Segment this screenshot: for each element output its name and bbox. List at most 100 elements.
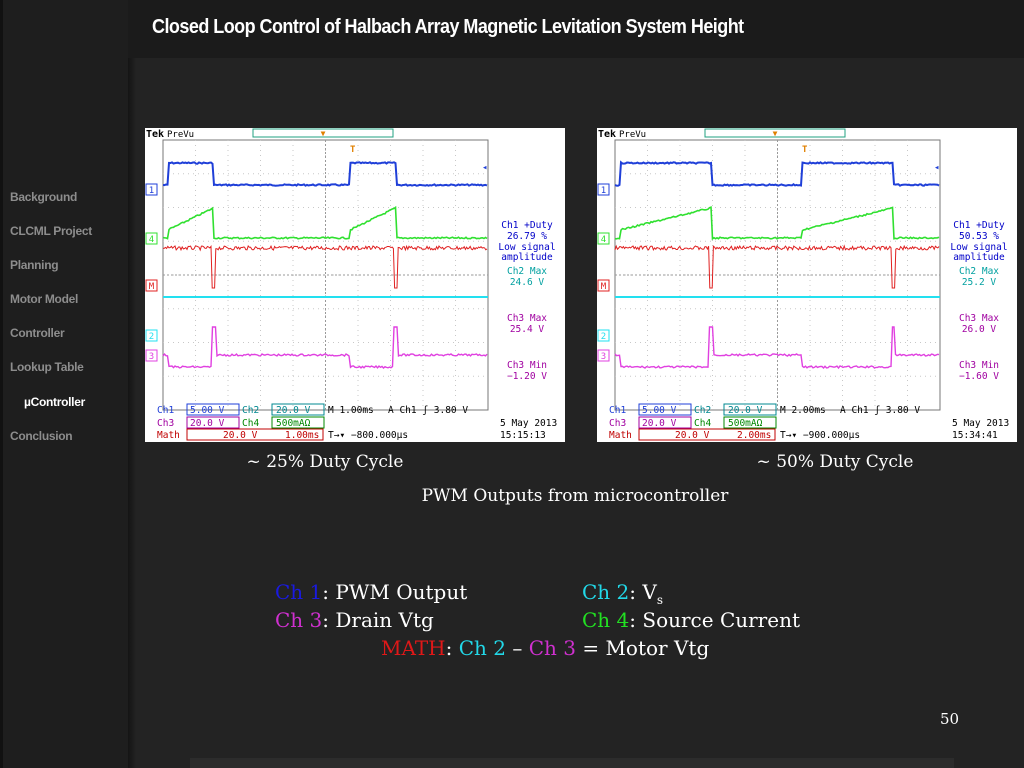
- status-ch3-box: [186, 416, 240, 429]
- legend-math-minus: –: [505, 636, 529, 660]
- sidebar-item-clcml-project[interactable]: CLCML Project: [10, 224, 92, 238]
- status-timebase: M 2.00ms: [780, 405, 826, 416]
- legend-ch2-sub: s: [656, 593, 663, 607]
- math-marker: M: [601, 282, 607, 292]
- ch1-marker-box: [145, 183, 158, 196]
- legend-math-sep: :: [445, 636, 459, 660]
- waveform-ch4: [162, 205, 488, 240]
- status-math-time: 1.00ms: [285, 430, 319, 441]
- status-ch3-box: [638, 416, 692, 429]
- status-ch2-box: [723, 403, 777, 416]
- legend-ch4-desc: : Source Current: [629, 608, 800, 632]
- status-ch1-label: Ch1: [157, 405, 174, 416]
- measurement-1-value: amplitude: [953, 252, 1005, 263]
- measurement-1-value: amplitude: [501, 252, 553, 263]
- sidebar-item-conclusion[interactable]: Conclusion: [10, 429, 73, 443]
- scope-brand: Tek: [146, 129, 164, 140]
- status-ch3-label: Ch3: [609, 418, 626, 429]
- waveform-ch3: [614, 326, 940, 370]
- legend-math: MATH: Ch 2 – Ch 3 = Motor Vtg: [381, 636, 709, 660]
- ch2-marker: 2: [149, 332, 154, 342]
- status-ch2-label: Ch2: [242, 405, 259, 416]
- title-bar: [128, 0, 1024, 58]
- status-ch2-label: Ch2: [694, 405, 711, 416]
- ch4-marker-box: [597, 232, 610, 245]
- slide-title: Closed Loop Control of Halbach Array Mag…: [152, 16, 744, 38]
- status-date: 5 May 2013: [952, 418, 1009, 429]
- waveform-math: [162, 244, 488, 289]
- waveform-math: [614, 244, 940, 289]
- main-caption: PWM Outputs from microcontroller: [421, 486, 729, 506]
- sidebar: [0, 0, 128, 768]
- waveform-ch3: [162, 326, 488, 369]
- measurement-4-label: Ch3 Min: [507, 360, 547, 371]
- math-marker-box: [145, 279, 158, 292]
- measurement-0-value: 26.79 %: [507, 231, 547, 242]
- sidebar-shadow: [128, 0, 136, 768]
- status-position: T→▾ −800.000µs: [328, 430, 408, 441]
- legend-math-label: MATH: [381, 636, 446, 660]
- legend-math-b: Ch 3: [528, 636, 576, 660]
- ch4-marker-box: [145, 232, 158, 245]
- page-number: 50: [940, 710, 960, 728]
- ch4-marker: 4: [149, 235, 154, 245]
- measurement-1-label: Low signal: [950, 242, 1007, 253]
- status-math-scale: 20.0 V: [675, 430, 710, 441]
- ch4-marker: 4: [601, 235, 606, 245]
- math-marker-box: [597, 279, 610, 292]
- status-ch1-label: Ch1: [609, 405, 626, 416]
- status-trigger: A Ch1 ʃ 3.80 V: [840, 405, 920, 416]
- status-math-box: [638, 428, 776, 441]
- status-ch3-label: Ch3: [157, 418, 174, 429]
- ch2-marker-box: [145, 329, 158, 342]
- measurement-2-value: 25.2 V: [962, 277, 997, 288]
- scope-brand: Tek: [598, 129, 616, 140]
- ch1-level-arrow: ◂: [934, 163, 939, 173]
- math-marker: M: [149, 282, 155, 292]
- status-math-label: Math: [609, 430, 632, 441]
- legend-ch1-desc: : PWM Output: [322, 580, 468, 604]
- status-ch1-box: [638, 403, 692, 416]
- legend-ch2: Ch 2: Vs: [582, 580, 663, 607]
- status-math-label: Math: [157, 430, 180, 441]
- sidebar-item-motor-model[interactable]: Motor Model: [10, 292, 79, 306]
- waveform-ch1: [614, 160, 940, 187]
- ch2-marker: 2: [601, 332, 606, 342]
- ch3-marker-box: [597, 349, 610, 362]
- ch1-level-arrow: ◂: [482, 163, 487, 173]
- status-math-time: 2.00ms: [737, 430, 771, 441]
- status-ch1-scale: 5.00 V: [190, 405, 225, 416]
- scope-caption-50: ~ 50% Duty Cycle: [756, 452, 914, 472]
- status-time: 15:15:13: [500, 430, 546, 441]
- status-ch2-scale: 20.0 V: [276, 405, 311, 416]
- ch3-marker: 3: [601, 352, 606, 362]
- sidebar-item-ucontroller[interactable]: µController: [24, 395, 85, 409]
- scope-mode: PreVu: [167, 130, 194, 140]
- legend-ch1: Ch 1: PWM Output: [275, 580, 467, 604]
- status-ch3-scale: 20.0 V: [190, 418, 225, 429]
- status-ch4-scale: 500mAΩ: [276, 418, 311, 429]
- sidebar-item-planning[interactable]: Planning: [10, 258, 59, 272]
- status-ch4-label: Ch4: [694, 418, 711, 429]
- legend-ch4-label: Ch 4: [582, 608, 630, 632]
- status-ch1-scale: 5.00 V: [642, 405, 677, 416]
- measurement-3-value: 25.4 V: [510, 324, 545, 335]
- sidebar-item-lookup-table[interactable]: Lookup Table: [10, 360, 84, 374]
- measurement-4-value: −1.60 V: [959, 371, 999, 382]
- status-ch4-box: [723, 416, 777, 429]
- ch1-marker-box: [597, 183, 610, 196]
- ch1-marker: 1: [149, 186, 154, 196]
- legend-ch2-label: Ch 2: [582, 580, 630, 604]
- trigger-t-marker: T: [350, 145, 356, 155]
- ch1-marker: 1: [601, 186, 606, 196]
- measurement-0-label: Ch1 +Duty: [953, 220, 1005, 231]
- status-ch2-scale: 20.0 V: [728, 405, 763, 416]
- measurement-2-label: Ch2 Max: [959, 266, 999, 277]
- sidebar-item-controller[interactable]: Controller: [10, 326, 65, 340]
- status-ch2-box: [271, 403, 325, 416]
- sidebar-item-background[interactable]: Background: [10, 190, 78, 204]
- bottom-strip: [190, 758, 954, 768]
- legend-ch3-label: Ch 3: [275, 608, 323, 632]
